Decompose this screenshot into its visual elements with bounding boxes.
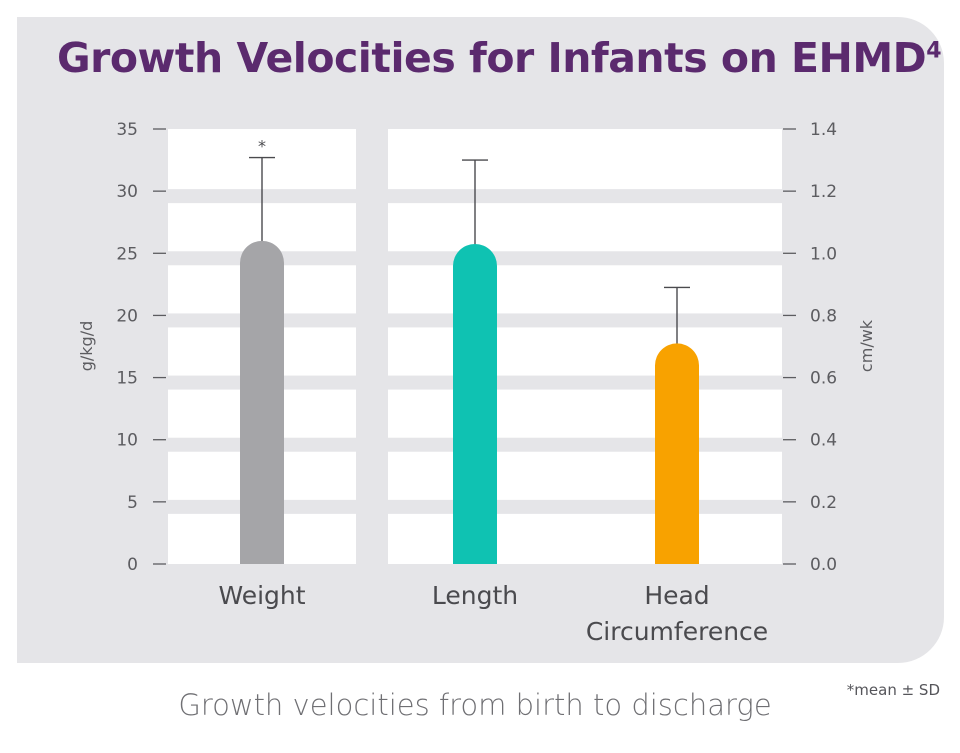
grid-band — [388, 251, 782, 266]
bar-head-circumference — [655, 343, 699, 564]
category-label-head-circumference: Circumference — [586, 617, 768, 646]
right-axis-tick-label: 1.0 — [810, 244, 837, 264]
title-reference: 4 — [926, 38, 941, 64]
right-axis-tick-label: 0.8 — [810, 306, 837, 326]
category-label-weight: Weight — [218, 581, 305, 610]
grid-band — [388, 189, 782, 204]
grid-band — [388, 375, 782, 390]
chart-caption: Growth velocities from birth to discharg… — [0, 688, 960, 722]
right-axis-tick-label: 1.4 — [810, 120, 837, 140]
bar-weight — [240, 240, 284, 564]
right-axis-tick-label: 0.2 — [810, 493, 837, 513]
chart-caption-text: Growth velocities from birth to discharg… — [178, 688, 772, 722]
right-axis-tick-label: 1.2 — [810, 182, 837, 202]
chart-title: Growth Velocities for Infants on EHMD4 — [57, 34, 941, 82]
chart-title-text: Growth Velocities for Infants on EHMD — [57, 34, 927, 82]
growth-velocity-chart: 0 5 10 15 20 25 30 35 0.0 0.2 0.4 0.6 0.8 1.0 1.2 1.4 g/… — [77, 120, 876, 646]
left-axis-tick-label: 20 — [116, 306, 138, 326]
category-label-head-circumference: Head — [644, 581, 709, 610]
grid-band — [388, 437, 782, 452]
left-axis-title: g/kg/d — [77, 321, 96, 372]
grid-band — [388, 313, 782, 328]
footnote: *mean ± SD — [846, 681, 940, 699]
right-axis-title: cm/wk — [857, 319, 876, 372]
left-axis-tick-label: 15 — [116, 369, 138, 389]
left-axis-tick-label: 5 — [127, 493, 138, 513]
left-axis-tick-label: 30 — [116, 182, 138, 202]
left-axis-tick-label: 0 — [127, 555, 138, 575]
right-axis-tick-label: 0.6 — [810, 369, 837, 389]
annotation-weight: * — [258, 137, 266, 156]
left-axis-tick-label: 25 — [116, 244, 138, 264]
left-axis-tick-label: 35 — [116, 120, 138, 140]
left-axis-tick-label: 10 — [116, 431, 138, 451]
right-axis-tick-label: 0.0 — [810, 555, 837, 575]
grid-band — [388, 499, 782, 514]
bar-length — [453, 243, 497, 565]
right-axis-tick-label: 0.4 — [810, 431, 837, 451]
category-label-length: Length — [432, 581, 518, 610]
